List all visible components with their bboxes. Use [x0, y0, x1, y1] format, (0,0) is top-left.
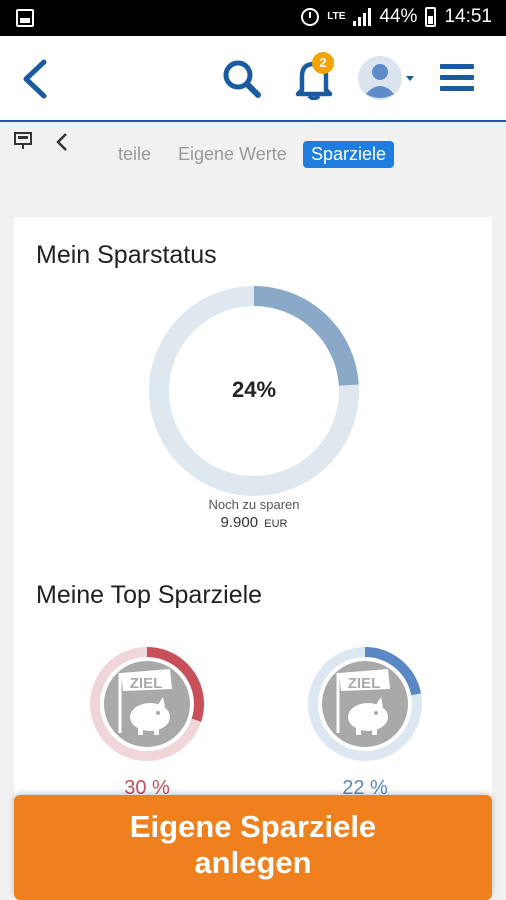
goal-ring-progress	[90, 647, 204, 761]
remaining-value: 9.900 EUR	[154, 514, 354, 531]
goal-item[interactable]: ZIEL	[306, 645, 424, 763]
goal-progress-ring: ZIEL	[90, 647, 204, 761]
search-icon	[223, 60, 261, 98]
create-goals-button[interactable]: Eigene Sparziele anlegen	[14, 795, 492, 900]
back-icon	[23, 59, 47, 99]
signal-icon	[353, 8, 372, 26]
piggy-bank-icon	[130, 703, 170, 731]
remaining-currency: EUR	[264, 518, 288, 530]
back-button[interactable]	[18, 58, 54, 100]
gallery-notification-icon	[16, 9, 34, 27]
tabs-prev-icon[interactable]	[54, 130, 72, 154]
goal-badge-label: ZIEL	[130, 675, 163, 692]
cta-line-1: Eigene Sparziele	[129, 809, 377, 844]
remaining-amount: 9.900	[220, 514, 259, 531]
menu-button[interactable]	[440, 62, 474, 94]
clock: 14:51	[444, 6, 492, 27]
app-header: 2	[0, 36, 506, 122]
goal-percent: 22 %	[342, 777, 388, 799]
pin-icon[interactable]	[14, 132, 32, 150]
alarm-icon	[301, 8, 320, 26]
notification-badge: 2	[312, 52, 334, 74]
search-button[interactable]	[222, 58, 262, 100]
savings-percent: 24%	[231, 377, 277, 402]
battery-icon	[425, 7, 437, 27]
network-label: LTE	[327, 11, 346, 22]
savings-progress-arc	[149, 286, 359, 496]
savings-donut-chart	[149, 286, 359, 496]
goal-item[interactable]: ZIEL	[88, 645, 206, 763]
remaining-label: Noch zu sparen	[208, 497, 300, 512]
profile-button[interactable]	[358, 54, 416, 102]
battery-percent: 44%	[379, 6, 418, 27]
cta-line-2: anlegen	[194, 845, 312, 880]
goal-ring-progress	[308, 647, 422, 761]
top-goals-title: Meine Top Sparziele	[36, 581, 263, 609]
tab-sparziele[interactable]: Sparziele	[303, 141, 395, 168]
goal-progress-ring: ZIEL	[308, 647, 422, 761]
tab-bar: teile Eigene Werte Sparziele	[0, 122, 506, 186]
menu-icon	[440, 64, 474, 91]
savings-status-title: Mein Sparstatus	[36, 241, 217, 269]
goal-badge-label: ZIEL	[348, 675, 381, 692]
piggy-bank-icon	[348, 703, 388, 731]
tab-eigene-werte[interactable]: Eigene Werte	[178, 144, 287, 164]
goal-percent: 30 %	[124, 777, 170, 799]
avatar-icon	[358, 56, 414, 100]
savings-card: Mein Sparstatus 24% Noch zu sparen 9.900…	[14, 217, 492, 900]
status-bar: LTE 44% 14:51	[0, 0, 506, 36]
tab-partial[interactable]: teile	[118, 144, 152, 164]
